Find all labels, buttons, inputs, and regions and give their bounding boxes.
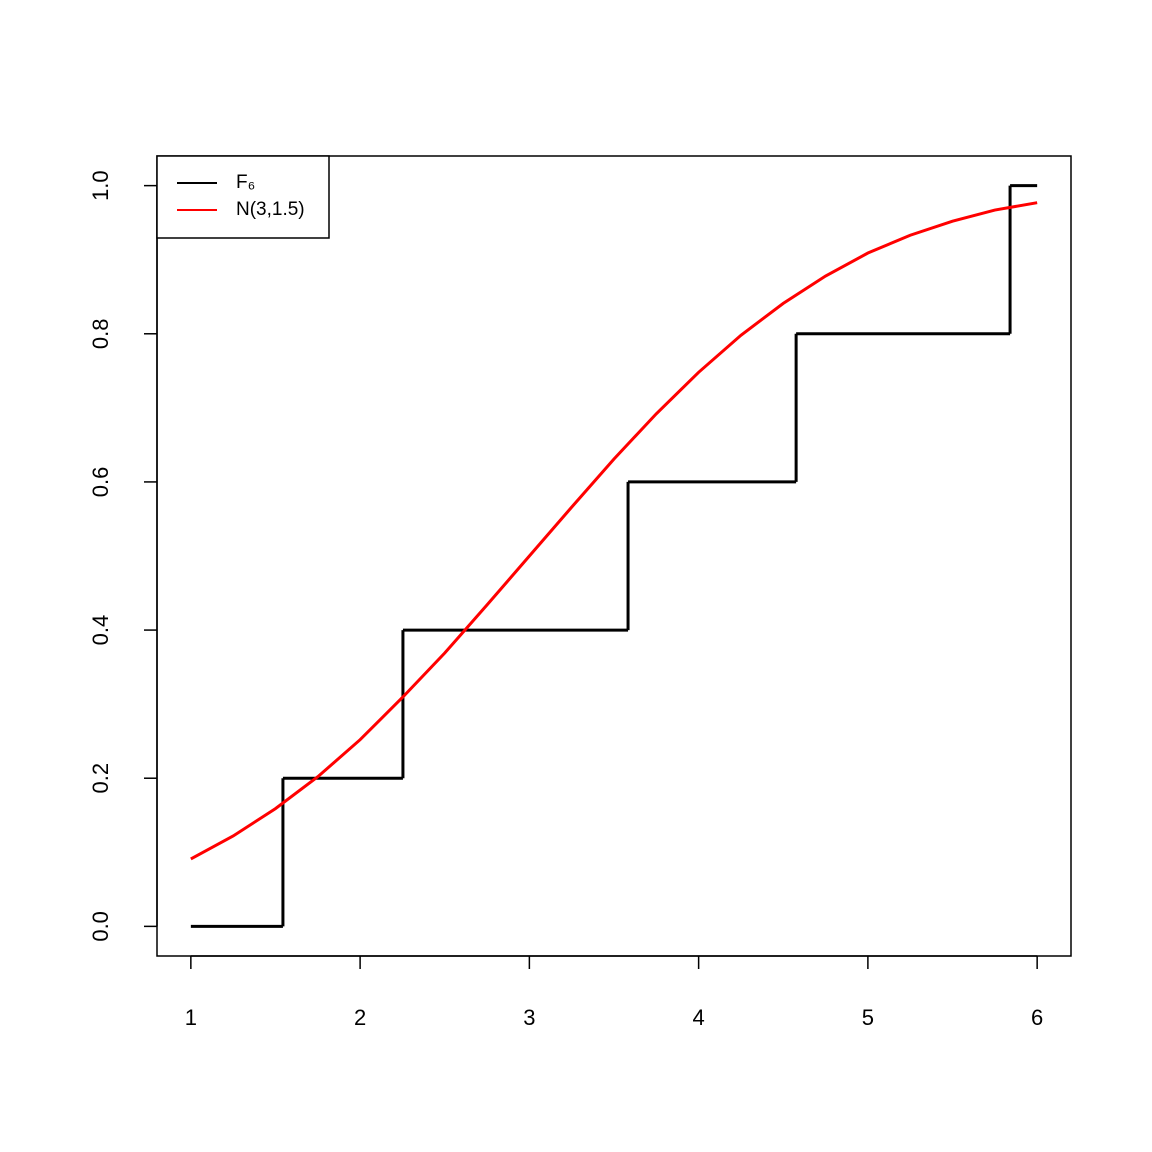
x-tick-label: 6: [1031, 1005, 1043, 1030]
x-tick-label: 5: [862, 1005, 874, 1030]
x-tick-label: 1: [185, 1005, 197, 1030]
plot-box: [156, 155, 1072, 957]
y-tick-label: 0.2: [88, 763, 113, 794]
x-tick-label: 3: [523, 1005, 535, 1030]
y-tick-label: 0.6: [88, 467, 113, 498]
legend-label: F₆: [236, 172, 255, 193]
curve: [190, 201, 1038, 861]
legend-box: [156, 155, 330, 239]
y-tick-label: 1.0: [88, 170, 113, 201]
y-tick-label: 0.4: [88, 615, 113, 646]
legend-label: N(3,1.5): [236, 199, 305, 220]
x-tick-label: 2: [354, 1005, 366, 1030]
x-tick-label: 4: [693, 1005, 705, 1030]
legend: F₆ N(3,1.5): [156, 155, 330, 239]
y-tick-label: 0.8: [88, 318, 113, 349]
y-tick-label: 0.0: [88, 911, 113, 942]
step-series: [190, 184, 1038, 928]
